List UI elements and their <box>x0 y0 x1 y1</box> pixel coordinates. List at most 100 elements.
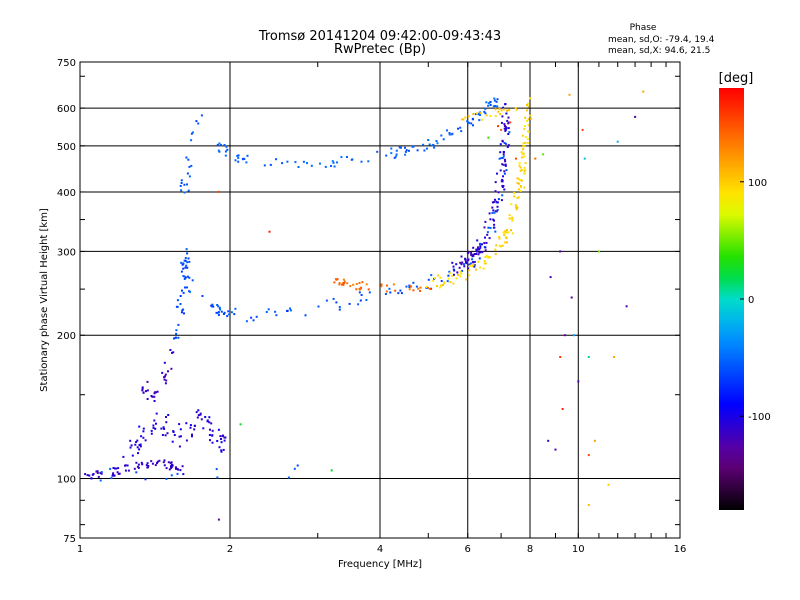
echo-point <box>577 380 580 383</box>
echo-point <box>181 465 184 468</box>
echo-point <box>178 423 181 426</box>
echo-point <box>417 287 420 290</box>
echo-point <box>349 285 352 288</box>
echo-point <box>464 258 467 261</box>
echo-point <box>267 308 270 311</box>
echo-point <box>514 107 517 110</box>
echo-point <box>181 309 184 312</box>
echo-point <box>492 201 495 203</box>
echo-point <box>165 477 168 480</box>
echo-point <box>487 226 490 229</box>
echo-point <box>268 230 271 233</box>
echo-point <box>197 414 200 417</box>
echo-point <box>221 435 224 438</box>
echo-point <box>549 276 552 279</box>
echo-point <box>211 429 214 432</box>
echo-point <box>124 464 127 467</box>
echo-point <box>468 274 471 277</box>
echo-point <box>178 445 181 448</box>
echo-point <box>475 248 478 251</box>
echo-point <box>411 145 414 148</box>
echo-point <box>542 153 545 156</box>
echo-point <box>498 235 501 238</box>
echo-point <box>147 466 149 469</box>
echo-point <box>237 156 240 159</box>
echo-point <box>481 243 483 246</box>
echo-point <box>127 469 130 472</box>
echo-point <box>513 195 516 198</box>
echo-point <box>341 283 343 286</box>
echo-point <box>503 158 506 161</box>
echo-point <box>507 144 510 147</box>
echo-point <box>431 144 434 147</box>
echo-point <box>503 127 506 130</box>
echo-point <box>141 389 144 392</box>
echo-point <box>448 133 451 136</box>
echo-point <box>142 391 145 394</box>
echo-point <box>154 391 157 394</box>
echo-point <box>137 452 139 455</box>
echo-point <box>422 143 425 146</box>
echo-point <box>151 395 154 398</box>
echo-point <box>180 189 183 192</box>
echo-point <box>117 467 120 470</box>
echo-point <box>526 120 529 122</box>
echo-point <box>156 460 159 463</box>
echo-point <box>518 162 521 165</box>
echo-point <box>502 108 505 111</box>
echo-point <box>275 314 278 317</box>
echo-point <box>613 356 616 358</box>
echo-point <box>527 124 530 127</box>
echo-point <box>505 237 508 240</box>
echo-point <box>447 277 450 280</box>
echo-point <box>234 159 237 162</box>
echo-point <box>472 253 475 256</box>
echo-point <box>455 263 458 266</box>
echo-point <box>150 429 153 432</box>
echo-point <box>175 329 178 332</box>
echo-point <box>523 166 526 169</box>
y-tick-label: 75 <box>63 534 76 545</box>
echo-point <box>437 274 440 277</box>
echo-point <box>472 246 475 249</box>
echo-point <box>332 297 335 300</box>
echo-point <box>220 310 223 313</box>
echo-point <box>152 426 155 429</box>
echo-point <box>394 155 397 158</box>
echo-point <box>142 430 145 433</box>
echo-point <box>471 258 474 261</box>
echo-point <box>486 231 489 234</box>
echo-point <box>197 409 200 412</box>
echo-point <box>504 129 507 132</box>
echo-point <box>386 284 388 287</box>
echo-point <box>153 395 156 398</box>
echo-point <box>168 468 171 471</box>
echo-point <box>500 121 503 124</box>
echo-point <box>216 304 219 306</box>
echo-point <box>116 471 119 474</box>
chart-subtitle: RwPretec (Bp) <box>334 42 426 57</box>
echo-point <box>186 266 189 269</box>
echo-point <box>477 113 480 116</box>
echo-point <box>208 416 211 419</box>
echo-point <box>484 236 486 239</box>
echo-point <box>360 160 363 163</box>
echo-point <box>503 172 506 175</box>
echo-point <box>144 478 147 481</box>
echo-point <box>151 462 154 465</box>
echo-point <box>185 439 188 442</box>
echo-point <box>523 172 526 175</box>
echo-point <box>465 278 468 281</box>
echo-point <box>324 165 327 168</box>
echo-point <box>167 370 169 373</box>
echo-point <box>113 474 116 477</box>
echo-point <box>488 212 491 215</box>
echo-point <box>504 231 507 234</box>
echo-point <box>504 230 507 233</box>
echo-point <box>220 438 222 440</box>
echo-point <box>479 114 482 116</box>
echo-point <box>182 262 185 265</box>
echo-point <box>469 262 472 265</box>
echo-point <box>570 296 573 299</box>
echo-point <box>141 387 144 390</box>
